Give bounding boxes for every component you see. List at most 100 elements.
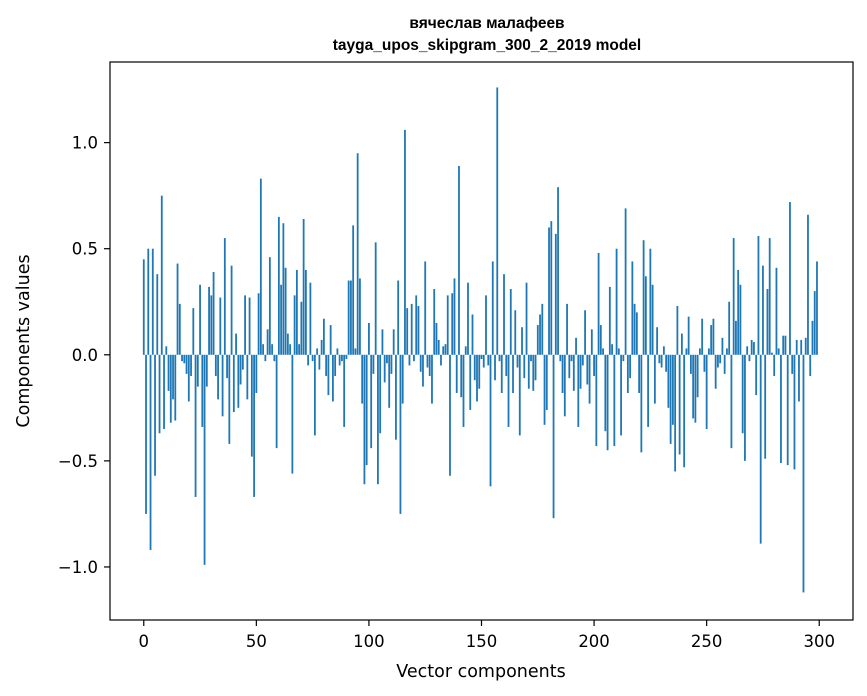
bar-299 — [816, 261, 818, 355]
bar-132 — [440, 354, 442, 366]
bar-103 — [374, 242, 377, 355]
bar-87 — [338, 354, 341, 366]
bar-148 — [476, 354, 478, 402]
bar-155 — [491, 261, 494, 355]
bar-143 — [464, 346, 467, 355]
bar-189 — [568, 354, 571, 379]
bar-213 — [622, 354, 625, 362]
bar-279 — [771, 352, 773, 355]
bar-239 — [680, 333, 683, 355]
bar-292 — [800, 339, 803, 355]
bar-116 — [404, 129, 406, 355]
bar-114 — [399, 354, 402, 514]
bar-242 — [687, 316, 690, 355]
bar-30 — [210, 295, 213, 355]
bar-234 — [669, 354, 672, 444]
bar-198 — [588, 354, 591, 404]
bar-13 — [172, 354, 174, 400]
bar-138 — [453, 278, 456, 355]
y-tick-label-3: 0.5 — [72, 240, 98, 259]
bar-56 — [268, 257, 271, 355]
bar-177 — [541, 303, 544, 355]
bar-128 — [431, 354, 433, 404]
bar-67 — [293, 295, 296, 355]
bar-237 — [676, 305, 679, 355]
bar-86 — [336, 348, 339, 355]
bar-179 — [545, 354, 548, 410]
bar-74 — [309, 282, 312, 355]
bar-222 — [642, 240, 645, 355]
bar-262 — [732, 238, 735, 355]
bar-290 — [795, 339, 798, 355]
bar-17 — [181, 354, 183, 362]
bar-11 — [167, 354, 170, 391]
x-tick-label-2: 100 — [353, 632, 385, 651]
bar-282 — [777, 348, 780, 355]
bar-42 — [237, 354, 240, 408]
bar-235 — [671, 354, 674, 425]
bar-298 — [813, 291, 816, 355]
bar-36 — [223, 238, 226, 355]
bar-76 — [313, 354, 316, 436]
bar-261 — [730, 354, 733, 449]
bar-246 — [696, 354, 699, 398]
bar-14 — [174, 354, 177, 421]
bar-43 — [239, 354, 242, 385]
bar-34 — [219, 297, 222, 355]
bar-89 — [343, 354, 346, 427]
bar-41 — [235, 333, 237, 355]
bar-79 — [320, 339, 323, 355]
bar-251 — [708, 348, 710, 355]
bar-241 — [685, 348, 688, 355]
bar-193 — [577, 354, 580, 427]
bar-44 — [241, 354, 244, 370]
bar-28 — [205, 354, 208, 387]
bar-48 — [250, 354, 253, 457]
bar-146 — [471, 314, 474, 355]
bar-291 — [798, 354, 800, 402]
bar-85 — [334, 354, 337, 377]
bar-64 — [286, 333, 289, 355]
bar-159 — [500, 354, 503, 393]
bar-26 — [201, 354, 204, 427]
bar-69 — [298, 344, 301, 355]
bar-118 — [408, 354, 411, 366]
bar-247 — [699, 348, 701, 355]
bar-80 — [322, 318, 325, 355]
bar-121 — [415, 295, 418, 355]
bar-157 — [496, 87, 499, 355]
bar-75 — [311, 354, 314, 362]
bar-90 — [345, 354, 348, 360]
bar-236 — [674, 354, 677, 472]
bar-107 — [383, 354, 386, 383]
bar-127 — [428, 354, 431, 377]
bar-124 — [422, 354, 424, 387]
bar-280 — [773, 354, 776, 377]
bar-7 — [158, 354, 161, 434]
bar-149 — [478, 354, 481, 389]
bar-231 — [662, 346, 665, 355]
bar-192 — [575, 337, 577, 355]
bar-12 — [169, 354, 172, 423]
bar-66 — [291, 354, 294, 474]
bar-208 — [611, 344, 613, 355]
bar-8 — [160, 195, 163, 355]
bar-186 — [561, 354, 564, 393]
bar-224 — [647, 354, 650, 427]
bar-167 — [518, 354, 521, 436]
bar-129 — [433, 289, 436, 355]
bar-122 — [417, 305, 420, 355]
bar-169 — [523, 354, 526, 379]
bar-195 — [581, 354, 584, 366]
bar-202 — [597, 252, 600, 355]
bar-5 — [154, 354, 156, 476]
bar-22 — [192, 308, 195, 355]
bar-96 — [359, 278, 361, 355]
bar-58 — [273, 354, 276, 362]
bar-255 — [717, 354, 719, 368]
bar-109 — [388, 354, 391, 408]
bar-98 — [363, 354, 366, 485]
bar-263 — [735, 320, 737, 355]
bar-119 — [410, 303, 413, 355]
bar-271 — [753, 342, 755, 355]
